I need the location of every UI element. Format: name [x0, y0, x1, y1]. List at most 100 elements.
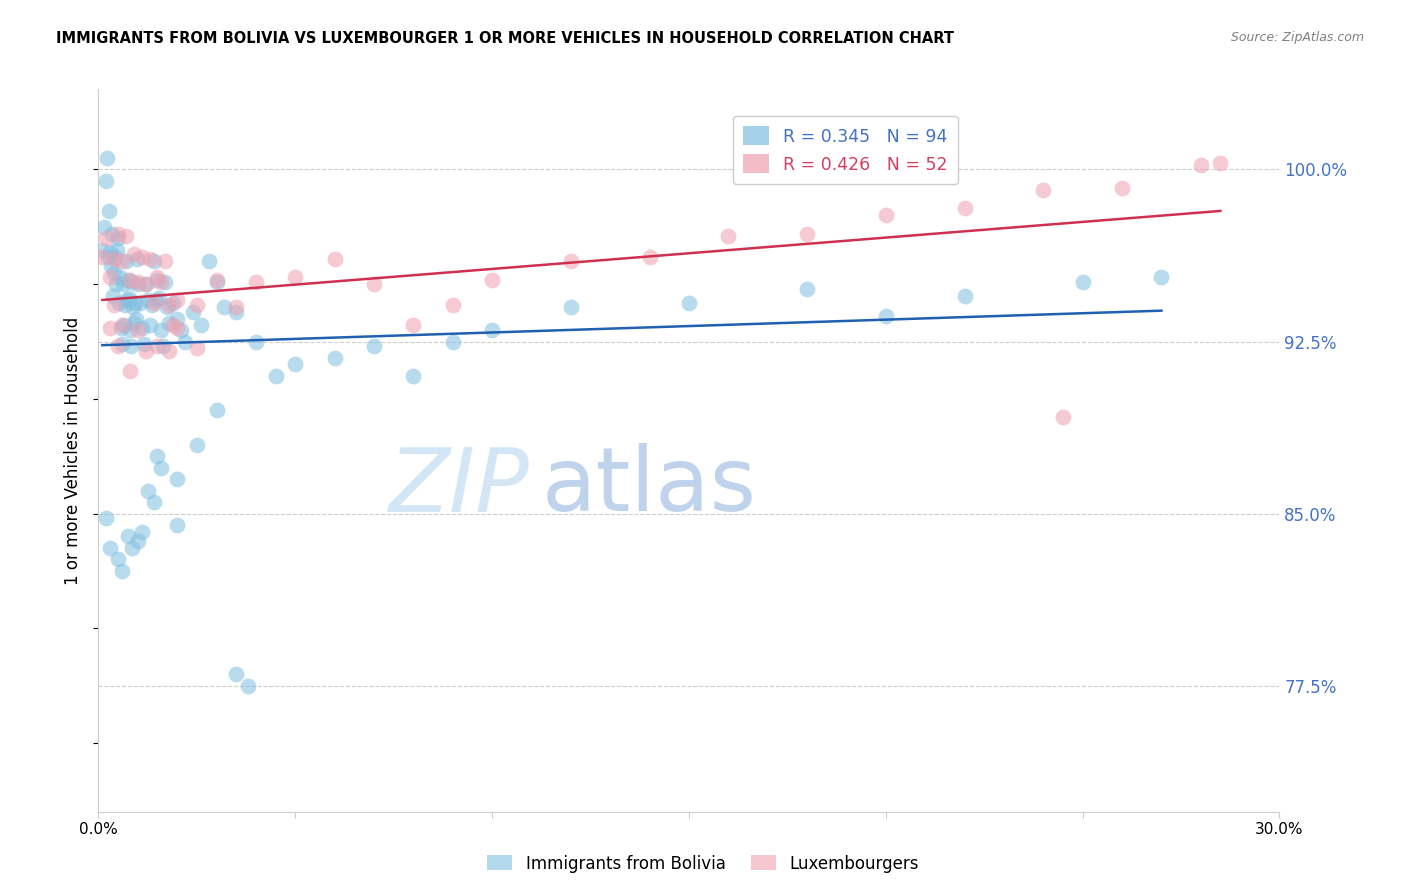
- Point: [138, 252, 160, 266]
- Point: [225, 667, 247, 681]
- Point: [402, 368, 425, 383]
- Point: [796, 227, 818, 241]
- Point: [205, 272, 228, 286]
- Point: [166, 320, 188, 334]
- Y-axis label: 1 or more Vehicles in Household: 1 or more Vehicles in Household: [65, 317, 83, 584]
- Point: [205, 275, 228, 289]
- Point: [136, 483, 159, 498]
- Point: [402, 318, 425, 333]
- Point: [96, 511, 118, 525]
- Point: [117, 529, 139, 543]
- Point: [481, 323, 503, 337]
- Point: [135, 343, 157, 358]
- Point: [118, 323, 141, 337]
- Point: [953, 288, 976, 302]
- Point: [1071, 275, 1094, 289]
- Point: [98, 541, 121, 555]
- Point: [112, 318, 135, 333]
- Point: [138, 318, 160, 333]
- Point: [166, 518, 188, 533]
- Text: Source: ZipAtlas.com: Source: ZipAtlas.com: [1230, 31, 1364, 45]
- Legend: R = 0.345   N = 94, R = 0.426   N = 52: R = 0.345 N = 94, R = 0.426 N = 52: [733, 116, 957, 184]
- Point: [186, 342, 208, 356]
- Point: [121, 275, 143, 289]
- Point: [97, 250, 120, 264]
- Point: [104, 250, 127, 264]
- Point: [101, 227, 124, 241]
- Point: [481, 272, 503, 286]
- Point: [111, 336, 134, 351]
- Point: [111, 318, 134, 333]
- Text: atlas: atlas: [541, 443, 756, 530]
- Point: [197, 254, 219, 268]
- Point: [120, 339, 142, 353]
- Point: [150, 275, 173, 289]
- Point: [135, 277, 157, 292]
- Point: [363, 339, 385, 353]
- Point: [1189, 158, 1212, 172]
- Point: [1209, 155, 1232, 169]
- Point: [146, 449, 169, 463]
- Point: [441, 334, 464, 349]
- Point: [122, 316, 145, 330]
- Point: [560, 254, 582, 268]
- Point: [108, 295, 131, 310]
- Point: [142, 495, 165, 509]
- Point: [124, 295, 146, 310]
- Point: [91, 250, 114, 264]
- Point: [111, 564, 134, 578]
- Point: [108, 270, 131, 285]
- Point: [1150, 270, 1173, 285]
- Point: [323, 351, 346, 365]
- Point: [155, 275, 177, 289]
- Point: [638, 250, 661, 264]
- Point: [135, 277, 157, 292]
- Point: [162, 295, 184, 310]
- Point: [155, 254, 177, 268]
- Point: [205, 403, 228, 417]
- Point: [131, 524, 153, 539]
- Point: [107, 227, 129, 241]
- Point: [560, 300, 582, 314]
- Point: [125, 252, 148, 266]
- Point: [114, 298, 136, 312]
- Point: [225, 300, 247, 314]
- Point: [111, 254, 134, 268]
- Point: [245, 334, 267, 349]
- Point: [131, 320, 153, 334]
- Point: [1032, 183, 1054, 197]
- Point: [98, 320, 121, 334]
- Point: [145, 293, 167, 308]
- Point: [717, 229, 740, 244]
- Point: [174, 334, 197, 349]
- Point: [115, 293, 138, 308]
- Point: [150, 323, 173, 337]
- Point: [118, 364, 141, 378]
- Point: [214, 300, 236, 314]
- Point: [441, 298, 464, 312]
- Point: [103, 252, 125, 266]
- Point: [122, 300, 145, 314]
- Point: [107, 552, 129, 566]
- Point: [245, 275, 267, 289]
- Point: [678, 295, 700, 310]
- Point: [875, 310, 897, 324]
- Point: [284, 358, 307, 372]
- Point: [236, 679, 259, 693]
- Text: ZIP: ZIP: [388, 443, 530, 530]
- Point: [156, 300, 179, 314]
- Point: [98, 203, 121, 218]
- Point: [115, 229, 138, 244]
- Point: [875, 208, 897, 222]
- Point: [141, 298, 163, 312]
- Point: [166, 311, 188, 326]
- Point: [103, 266, 125, 280]
- Point: [146, 339, 169, 353]
- Point: [110, 320, 132, 334]
- Point: [127, 275, 149, 289]
- Point: [1052, 410, 1074, 425]
- Point: [111, 277, 134, 292]
- Point: [107, 339, 129, 353]
- Point: [127, 323, 149, 337]
- Point: [105, 277, 128, 292]
